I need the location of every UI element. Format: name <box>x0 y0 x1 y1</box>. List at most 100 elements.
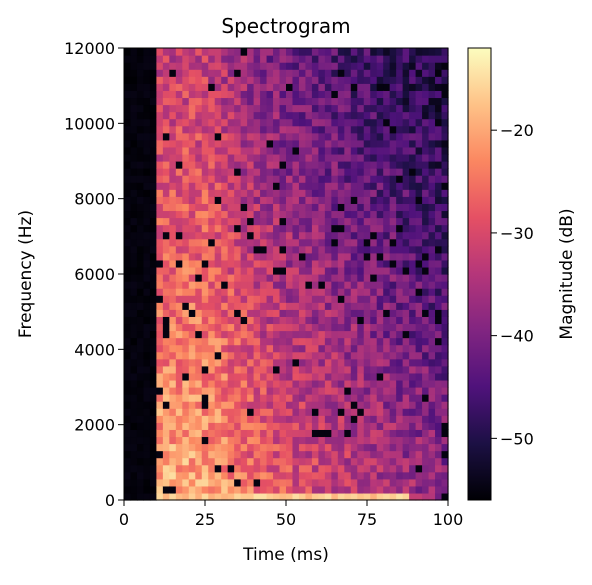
heatmap-cell <box>279 351 287 360</box>
heatmap-cell <box>298 217 307 226</box>
heatmap-cell <box>273 450 281 459</box>
heatmap-cell <box>156 415 164 423</box>
heatmap-cell <box>188 288 196 296</box>
heatmap-cell <box>298 422 307 430</box>
heatmap-cell <box>195 146 203 155</box>
heatmap-cell <box>214 125 222 134</box>
heatmap-cell <box>214 450 222 459</box>
heatmap-cell <box>195 330 203 339</box>
heatmap-cell <box>130 69 138 77</box>
heatmap-cell <box>402 492 410 501</box>
heatmap-cell <box>311 323 319 332</box>
heatmap-cell <box>156 464 164 473</box>
heatmap-cell <box>409 330 417 339</box>
heatmap-cell <box>331 492 339 501</box>
heatmap-cell <box>279 245 287 254</box>
heatmap-cell <box>292 153 300 162</box>
heatmap-cell <box>435 55 443 63</box>
heatmap-cell <box>169 295 177 303</box>
heatmap-cell <box>298 351 307 360</box>
heatmap-cell <box>162 125 170 134</box>
heatmap-cell <box>389 252 397 261</box>
heatmap-cell <box>331 196 339 204</box>
heatmap-cell <box>260 210 268 219</box>
heatmap-cell <box>376 323 384 332</box>
heatmap-cell <box>240 231 248 240</box>
heatmap-cell <box>136 387 145 395</box>
heatmap-cell <box>156 252 164 261</box>
heatmap-cell <box>188 358 196 367</box>
heatmap-cell <box>227 48 235 56</box>
heatmap-cell <box>156 436 164 445</box>
heatmap-cell <box>260 168 268 176</box>
heatmap-cell <box>370 69 378 77</box>
heatmap-cell <box>221 422 229 430</box>
heatmap-cell <box>402 387 410 395</box>
heatmap-cell <box>234 365 242 374</box>
heatmap-cell <box>357 337 365 346</box>
heatmap-cell <box>357 485 365 494</box>
heatmap-cell <box>311 365 319 374</box>
heatmap-cell <box>169 464 177 473</box>
heatmap-cell <box>422 436 430 445</box>
heatmap-cell <box>422 330 430 339</box>
heatmap-cell <box>175 182 183 190</box>
heatmap-cell <box>130 83 138 91</box>
heatmap-cell <box>376 478 384 487</box>
heatmap-cell <box>286 118 294 127</box>
heatmap-cell <box>435 471 443 480</box>
heatmap-cell <box>415 266 423 275</box>
heatmap-cell <box>331 337 339 346</box>
heatmap-cell <box>409 471 417 480</box>
heatmap-cell <box>162 471 170 480</box>
heatmap-cell <box>324 408 332 416</box>
heatmap-cell <box>175 132 183 141</box>
heatmap-cell <box>376 443 384 452</box>
heatmap-cell <box>136 464 145 473</box>
heatmap-cell <box>273 48 281 56</box>
heatmap-cell <box>156 274 164 282</box>
heatmap-cell <box>311 429 319 438</box>
heatmap-cell <box>162 83 170 91</box>
heatmap-cell <box>435 97 443 106</box>
heatmap-cell <box>221 379 229 388</box>
heatmap-cell <box>130 189 138 197</box>
heatmap-cell <box>143 90 151 99</box>
heatmap-cell <box>415 48 423 56</box>
heatmap-cell <box>435 464 443 473</box>
heatmap-cell <box>175 189 183 197</box>
heatmap-cell <box>221 316 229 325</box>
heatmap-cell <box>143 153 151 162</box>
heatmap-cell <box>389 245 397 254</box>
heatmap-cell <box>136 111 145 120</box>
heatmap-cell <box>305 76 313 84</box>
heatmap-cell <box>357 83 365 91</box>
heatmap-cell <box>149 295 157 303</box>
heatmap-cell <box>253 302 261 310</box>
heatmap-cell <box>428 450 436 459</box>
heatmap-cell <box>130 358 138 367</box>
heatmap-cell <box>370 238 378 247</box>
heatmap-cell <box>318 238 326 247</box>
heatmap-cell <box>227 161 235 169</box>
heatmap-cell <box>214 168 222 176</box>
heatmap-cell <box>441 189 449 197</box>
heatmap-cell <box>260 125 268 134</box>
heatmap-cell <box>292 83 300 91</box>
heatmap-cell <box>169 274 177 282</box>
heatmap-cell <box>208 464 216 473</box>
heatmap-cell <box>234 139 242 148</box>
heatmap-cell <box>188 422 196 430</box>
heatmap-cell <box>292 203 300 212</box>
heatmap-cell <box>428 309 436 317</box>
heatmap-cell <box>344 464 352 473</box>
heatmap-cell <box>318 266 326 275</box>
heatmap-cell <box>175 492 183 501</box>
heatmap-cell <box>136 274 145 282</box>
heatmap-cell <box>149 132 157 141</box>
heatmap-cell <box>273 478 281 487</box>
heatmap-cell <box>175 146 183 155</box>
heatmap-cell <box>247 478 255 487</box>
heatmap-cell <box>143 415 151 423</box>
heatmap-cell <box>227 168 235 176</box>
